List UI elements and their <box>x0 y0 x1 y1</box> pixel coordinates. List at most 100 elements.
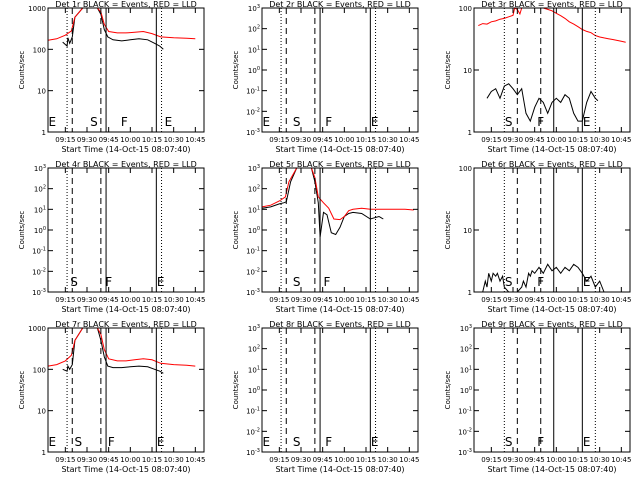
y-tick-label: 103 <box>248 4 260 13</box>
x-tick-label: 10:00 <box>334 296 354 304</box>
plot-frame <box>473 327 631 453</box>
y-axis-label: Counts/sec <box>444 371 452 410</box>
interval-marker-label: F <box>325 115 332 129</box>
x-axis-label: Start Time (14-Oct-15 08:07:40) <box>275 465 404 474</box>
interval-marker-label: E <box>583 275 591 289</box>
interval-marker-label: S <box>505 275 513 289</box>
interval-marker-label: E <box>49 115 57 129</box>
panel-det-3r: Det 3r BLACK = Events, RED = LLD S F E 1 10 10… <box>444 0 631 154</box>
x-tick-label: 09:30 <box>503 296 523 304</box>
interval-marker-label: S <box>75 435 83 449</box>
x-tick-label: 09:30 <box>503 136 523 144</box>
x-tick-label: 10:30 <box>378 296 398 304</box>
x-tick-label: 09:45 <box>313 456 333 464</box>
x-tick-label: 10:45 <box>611 296 631 304</box>
y-tick-label: 100 <box>33 366 46 374</box>
x-tick-label: 10:15 <box>142 456 162 464</box>
events-series-line <box>482 263 605 293</box>
y-tick-label: 10 <box>463 67 472 75</box>
y-tick-label: 103 <box>248 164 260 173</box>
x-tick-label: 10:00 <box>546 296 566 304</box>
x-axis-label: Start Time (14-Oct-15 08:07:40) <box>487 465 616 474</box>
x-tick-label: 10:00 <box>546 456 566 464</box>
y-tick-label: 10-1 <box>458 407 472 416</box>
x-tick-label: 10:30 <box>378 136 398 144</box>
interval-marker-label: F <box>325 435 332 449</box>
y-axis-label: Counts/sec <box>18 211 26 250</box>
interval-marker-label: S <box>90 115 98 129</box>
x-axis-label: Start Time (14-Oct-15 08:07:40) <box>487 305 616 314</box>
y-tick-label: 10-1 <box>246 247 260 256</box>
panel-title: Det 8r BLACK = Events, RED = LLD <box>269 320 411 329</box>
y-tick-label: 10-2 <box>458 427 472 436</box>
lld-series-line <box>47 327 196 367</box>
y-tick-label: 100 <box>460 386 472 395</box>
x-axis-label: Start Time (14-Oct-15 08:07:40) <box>61 465 190 474</box>
x-tick-label: 09:45 <box>99 456 119 464</box>
x-tick-label: 09:30 <box>291 136 311 144</box>
x-tick-label: 10:15 <box>142 136 162 144</box>
panel-det-5r: Det 5r BLACK = Events, RED = LLD S F 10-3 10… <box>232 160 419 314</box>
x-tick-label: 10:30 <box>590 136 610 144</box>
x-tick-label: 09:15 <box>481 296 501 304</box>
y-tick-label: 10-1 <box>246 407 260 416</box>
x-tick-label: 09:45 <box>99 136 119 144</box>
plot-frame <box>261 167 419 293</box>
x-tick-label: 10:00 <box>334 456 354 464</box>
y-tick-label: 101 <box>248 205 260 214</box>
y-tick-label: 1000 <box>28 325 46 333</box>
y-tick-label: 100 <box>459 165 472 173</box>
y-tick-label: 100 <box>33 46 46 54</box>
y-tick-label: 10-3 <box>246 128 260 137</box>
interval-marker-label: F <box>324 275 331 289</box>
interval-marker-label: F <box>108 435 115 449</box>
events-series-line <box>62 327 164 374</box>
y-axis-label: Counts/sec <box>232 51 240 90</box>
x-tick-label: 09:45 <box>525 456 545 464</box>
y-tick-label: 102 <box>34 185 46 194</box>
x-tick-label: 09:15 <box>481 456 501 464</box>
interval-marker-label: E <box>583 115 591 129</box>
y-tick-label: 100 <box>248 386 260 395</box>
x-tick-label: 09:45 <box>313 136 333 144</box>
y-tick-label: 1000 <box>28 5 46 13</box>
x-tick-label: 10:45 <box>611 456 631 464</box>
x-tick-label: 10:45 <box>399 296 419 304</box>
y-axis-label: Counts/sec <box>444 51 452 90</box>
interval-marker-label: S <box>293 115 301 129</box>
panel-title: Det 9r BLACK = Events, RED = LLD <box>481 320 623 329</box>
y-tick-label: 10 <box>37 88 46 96</box>
x-tick-label: 09:15 <box>269 296 289 304</box>
y-tick-label: 100 <box>248 66 260 75</box>
plot-frame <box>261 327 419 453</box>
interval-marker-label: F <box>537 275 544 289</box>
events-series-line <box>486 83 599 123</box>
plot-frame <box>47 327 205 453</box>
y-axis-label: Counts/sec <box>232 371 240 410</box>
interval-marker-label: E <box>165 115 173 129</box>
panel-det-9r: Det 9r BLACK = Events, RED = LLD S F E 10-3 1… <box>444 320 631 474</box>
y-axis-label: Counts/sec <box>444 211 452 250</box>
interval-marker-label: F <box>537 115 544 129</box>
x-tick-label: 10:00 <box>546 136 566 144</box>
y-tick-label: 100 <box>34 226 46 235</box>
x-tick-label: 09:30 <box>503 456 523 464</box>
x-axis-label: Start Time (14-Oct-15 08:07:40) <box>61 305 190 314</box>
y-tick-label: 10-3 <box>32 288 46 297</box>
y-tick-label: 10-3 <box>246 448 260 457</box>
x-tick-label: 09:15 <box>55 296 75 304</box>
x-tick-label: 10:30 <box>164 136 184 144</box>
x-tick-label: 10:15 <box>568 296 588 304</box>
x-tick-label: 10:15 <box>356 136 376 144</box>
x-tick-label: 09:15 <box>55 136 75 144</box>
x-tick-label: 10:00 <box>120 136 140 144</box>
x-tick-label: 10:15 <box>356 296 376 304</box>
interval-marker-label: E <box>371 115 379 129</box>
x-tick-label: 09:30 <box>291 456 311 464</box>
panel-title: Det 4r BLACK = Events, RED = LLD <box>55 160 197 169</box>
plot-frame <box>47 7 205 133</box>
